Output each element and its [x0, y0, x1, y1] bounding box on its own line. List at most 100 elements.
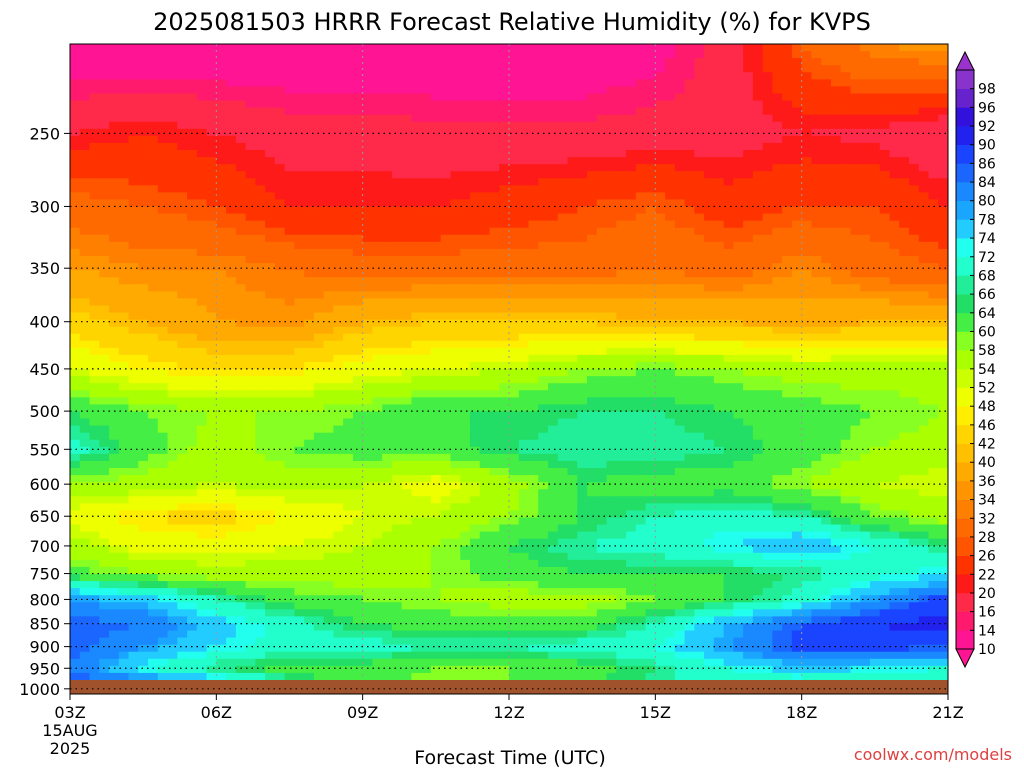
humidity-cell: [128, 220, 139, 229]
humidity-cell: [440, 185, 452, 193]
humidity-cell: [187, 171, 198, 179]
humidity-cell: [840, 354, 852, 363]
humidity-cell: [89, 157, 100, 165]
humidity-cell: [752, 164, 764, 172]
humidity-cell: [743, 256, 754, 264]
humidity-cell: [733, 157, 744, 165]
humidity-cell: [908, 326, 920, 335]
humidity-cell: [557, 107, 569, 116]
humidity-cell: [372, 121, 383, 130]
humidity-cell: [187, 241, 198, 250]
humidity-cell: [469, 326, 481, 335]
humidity-cell: [99, 256, 110, 264]
humidity-cell: [421, 86, 432, 95]
humidity-cell: [167, 326, 178, 335]
humidity-cell: [274, 248, 286, 257]
humidity-cell: [840, 248, 852, 257]
humidity-cell: [733, 404, 744, 413]
humidity-cell: [89, 347, 100, 356]
humidity-cell: [70, 100, 81, 109]
humidity-cell: [567, 291, 578, 299]
humidity-cell: [430, 425, 442, 434]
humidity-cell: [128, 340, 139, 349]
humidity-cell: [216, 256, 227, 264]
humidity-cell: [821, 93, 832, 102]
humidity-cell: [616, 72, 627, 80]
humidity-cell: [245, 227, 256, 236]
humidity-cell: [479, 142, 491, 151]
humidity-cell: [860, 418, 871, 427]
humidity-cell: [918, 93, 930, 102]
humidity-cell: [899, 312, 910, 321]
humidity-cell: [908, 121, 920, 130]
humidity-cell: [791, 312, 803, 321]
humidity-cell: [762, 185, 773, 193]
humidity-cell: [879, 128, 891, 137]
humidity-cell: [791, 100, 803, 109]
humidity-cell: [587, 326, 598, 335]
humidity-cell: [167, 333, 178, 342]
humidity-cell: [879, 234, 891, 243]
humidity-cell: [577, 157, 588, 165]
humidity-cell: [704, 79, 715, 87]
humidity-cell: [850, 58, 861, 66]
humidity-cell: [274, 397, 286, 405]
humidity-cell: [128, 277, 139, 285]
humidity-cell: [440, 383, 452, 391]
humidity-cell: [860, 263, 871, 271]
humidity-cell: [889, 199, 900, 208]
humidity-cell: [743, 114, 754, 123]
humidity-cell: [352, 248, 364, 257]
humidity-cell: [391, 121, 403, 130]
humidity-cell: [294, 100, 305, 109]
humidity-cell: [889, 178, 900, 186]
humidity-cell: [265, 121, 276, 130]
humidity-cell: [713, 114, 725, 123]
humidity-cell: [187, 234, 198, 243]
humidity-cell: [830, 270, 842, 278]
humidity-cell: [645, 227, 656, 236]
humidity-cell: [694, 291, 705, 299]
humidity-cell: [411, 234, 422, 243]
humidity-cell: [304, 340, 315, 349]
humidity-cell: [723, 241, 734, 250]
humidity-cell: [372, 312, 383, 321]
humidity-cell: [450, 354, 461, 363]
humidity-cell: [772, 340, 783, 349]
humidity-cell: [577, 185, 588, 193]
humidity-cell: [889, 418, 900, 427]
humidity-cell: [830, 171, 842, 179]
humidity-cell: [265, 192, 276, 201]
humidity-cell: [694, 284, 705, 292]
humidity-cell: [118, 164, 130, 172]
humidity-cell: [79, 241, 91, 250]
humidity-cell: [391, 362, 403, 370]
humidity-cell: [645, 354, 656, 363]
humidity-cell: [635, 164, 647, 172]
humidity-cell: [665, 284, 676, 292]
humidity-cell: [245, 369, 256, 377]
humidity-cell: [860, 199, 871, 208]
humidity-cell: [284, 164, 295, 172]
humidity-cell: [655, 298, 666, 307]
humidity-cell: [157, 425, 169, 434]
humidity-cell: [684, 256, 695, 264]
humidity-cell: [723, 369, 734, 377]
humidity-cell: [567, 164, 578, 172]
humidity-cell: [616, 284, 627, 292]
humidity-cell: [665, 58, 676, 66]
humidity-cell: [274, 135, 286, 144]
humidity-cell: [70, 397, 81, 405]
humidity-cell: [196, 44, 208, 52]
humidity-cell: [782, 135, 793, 144]
humidity-cell: [177, 256, 188, 264]
humidity-cell: [411, 298, 422, 307]
humidity-cell: [869, 135, 881, 144]
humidity-cell: [918, 135, 930, 144]
humidity-cell: [879, 100, 891, 109]
humidity-cell: [918, 171, 930, 179]
humidity-cell: [635, 150, 647, 158]
humidity-cell: [177, 362, 188, 370]
humidity-cell: [450, 164, 461, 172]
humidity-cell: [782, 171, 793, 179]
